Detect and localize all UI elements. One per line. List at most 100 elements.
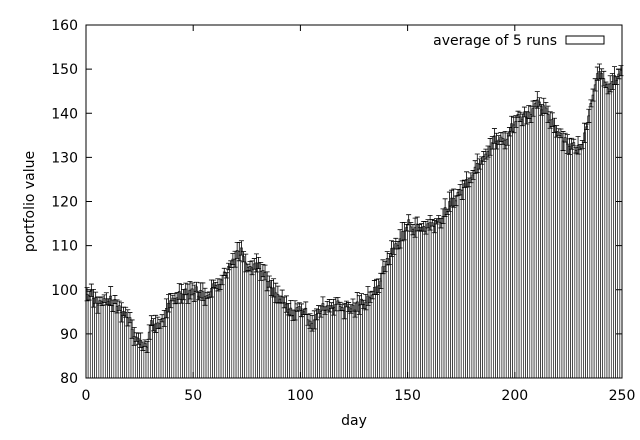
bar [360,298,363,379]
error-bar [545,105,551,124]
error-bar [547,111,553,129]
bar [377,285,381,379]
error-bar [479,156,485,165]
bar [587,115,591,379]
error-bar [251,258,257,270]
error-bar [408,222,414,232]
bar [398,238,402,379]
error-bar [185,283,191,304]
bar [259,271,263,379]
bar [126,317,130,379]
bar [548,119,552,379]
error-bar [584,123,590,130]
bar [602,78,606,379]
error-bar [230,253,236,266]
x-tick-label: 100 [287,388,314,404]
bar [325,305,329,379]
y-tick-label: 80 [60,371,78,387]
error-bar [614,76,620,85]
bar [411,229,415,379]
bar [518,116,522,379]
bar [606,88,610,379]
bar [105,298,108,379]
bar [289,307,293,379]
bar [345,303,348,379]
bar [565,143,569,379]
bar [503,139,507,379]
legend: average of 5 runs [433,33,605,49]
error-bar [442,198,448,217]
bar [287,308,290,379]
error-bar [382,261,388,273]
bar [158,323,162,379]
error-bar [564,134,570,154]
error-bar [243,253,249,273]
bar [516,113,520,379]
error-bar [97,296,103,305]
error-bar [532,99,538,108]
error-bar [142,339,148,347]
error-bar [313,308,319,321]
bar [420,227,423,379]
bar [392,247,396,379]
y-tick-label: 160 [51,18,78,34]
error-bar [86,290,92,301]
error-bar [524,111,530,125]
bar [267,281,271,379]
bar [276,294,280,379]
error-bar [434,218,440,225]
bar [278,298,282,379]
error-bar [605,83,611,95]
bar [338,306,342,379]
error-bar [369,290,375,300]
error-bar [406,214,412,226]
bar [591,94,595,379]
bar [355,301,359,379]
bar [467,182,471,379]
bar [460,189,464,379]
bar [415,223,419,379]
bar [510,123,513,379]
error-bar [530,100,536,117]
bar [568,146,571,379]
bar [593,84,597,379]
bar [540,109,543,379]
bar [478,163,481,379]
error-bar [571,138,577,147]
error-bar [444,208,450,215]
bar [107,301,110,379]
bar [441,215,445,379]
bar [486,151,490,379]
error-bar [211,279,217,288]
y-axis-label: portfolio value [22,151,38,252]
bar [409,226,413,379]
bar [342,310,346,379]
bar [165,308,168,379]
bar [186,293,190,379]
error-bar [455,188,461,196]
bar [585,126,588,379]
x-tick-label: 0 [82,388,91,404]
error-bar [363,293,369,311]
bar [327,305,331,379]
error-bar [573,147,579,154]
bar [167,302,170,379]
error-bar [438,217,444,229]
error-bar [245,263,251,271]
bar [501,138,505,379]
error-bar [288,299,294,317]
bar [458,189,462,379]
bar [117,305,121,379]
bar [407,219,411,379]
error-bar [232,250,238,268]
error-bar [305,314,311,326]
error-bar [348,304,354,314]
bar [280,296,284,379]
error-bar [236,242,242,262]
error-bar [283,295,289,313]
bar [308,320,312,379]
bar [197,295,200,379]
bar [529,114,533,379]
bar [207,294,211,379]
bar [261,270,265,379]
